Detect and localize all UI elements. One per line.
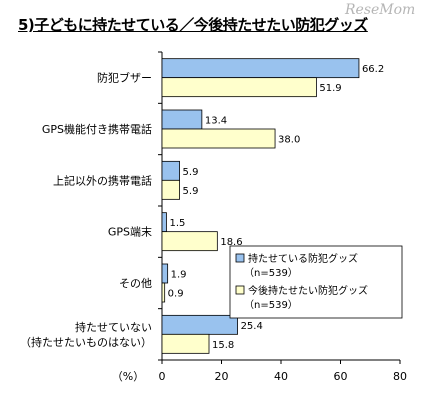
bar-value-label: 38.0: [278, 135, 300, 146]
x-tick-label: 40: [274, 370, 288, 383]
category-label: その他: [119, 277, 152, 290]
bar: [161, 160, 180, 181]
x-tick-label: 80: [393, 370, 407, 383]
bar: [161, 212, 167, 233]
bar-value-label: 0.9: [168, 289, 184, 300]
x-tick-label: 0: [159, 370, 166, 383]
category-label: GPS機能付き携帯電話: [42, 122, 152, 136]
category-label: 持たせていない: [75, 320, 152, 334]
x-tick-label: 60: [334, 370, 348, 383]
bar: [161, 128, 276, 149]
bar: [161, 314, 238, 335]
legend-series-n: （n=539）: [244, 267, 298, 279]
bar: [161, 333, 210, 354]
legend-series-name: 今後持たせたい防犯グッズ: [248, 284, 368, 297]
category-label: 上記以外の携帯電話: [53, 173, 152, 187]
legend-box: [229, 245, 403, 319]
bar-value-label: 51.9: [319, 83, 341, 94]
category-label: 防犯ブザー: [97, 71, 152, 85]
bar: [161, 231, 218, 252]
bar-value-label: 5.9: [183, 186, 199, 197]
bar-value-label: 25.4: [241, 321, 263, 332]
category-label: GPS端末: [108, 225, 152, 239]
x-axis-unit-label: （%）: [112, 370, 144, 383]
bar: [161, 263, 169, 284]
legend-swatch: [235, 253, 245, 263]
bar-value-label: 66.2: [362, 64, 384, 75]
bar-value-label: 13.4: [205, 116, 227, 127]
bar-value-label: 18.6: [220, 237, 242, 248]
chart-title: 5)子どもに持たせている／今後持たせたい防犯グッズ: [18, 16, 368, 34]
legend-series-name: 持たせている防犯グッズ: [248, 252, 358, 265]
legend-swatch: [235, 285, 245, 295]
category-label: （持たせたいものはない）: [20, 335, 152, 349]
bar-value-label: 5.9: [183, 167, 199, 178]
bar: [161, 282, 166, 303]
bar: [161, 58, 360, 79]
bar-value-label: 1.5: [169, 218, 185, 229]
bar: [161, 77, 317, 98]
legend-series-n: （n=539）: [244, 299, 298, 311]
bar-value-label: 1.9: [171, 270, 187, 281]
bar: [161, 109, 203, 130]
x-tick-label: 20: [215, 370, 229, 383]
bar-value-label: 15.8: [212, 340, 234, 351]
resemom-watermark: ReseMom: [345, 2, 416, 18]
bar: [161, 179, 180, 200]
